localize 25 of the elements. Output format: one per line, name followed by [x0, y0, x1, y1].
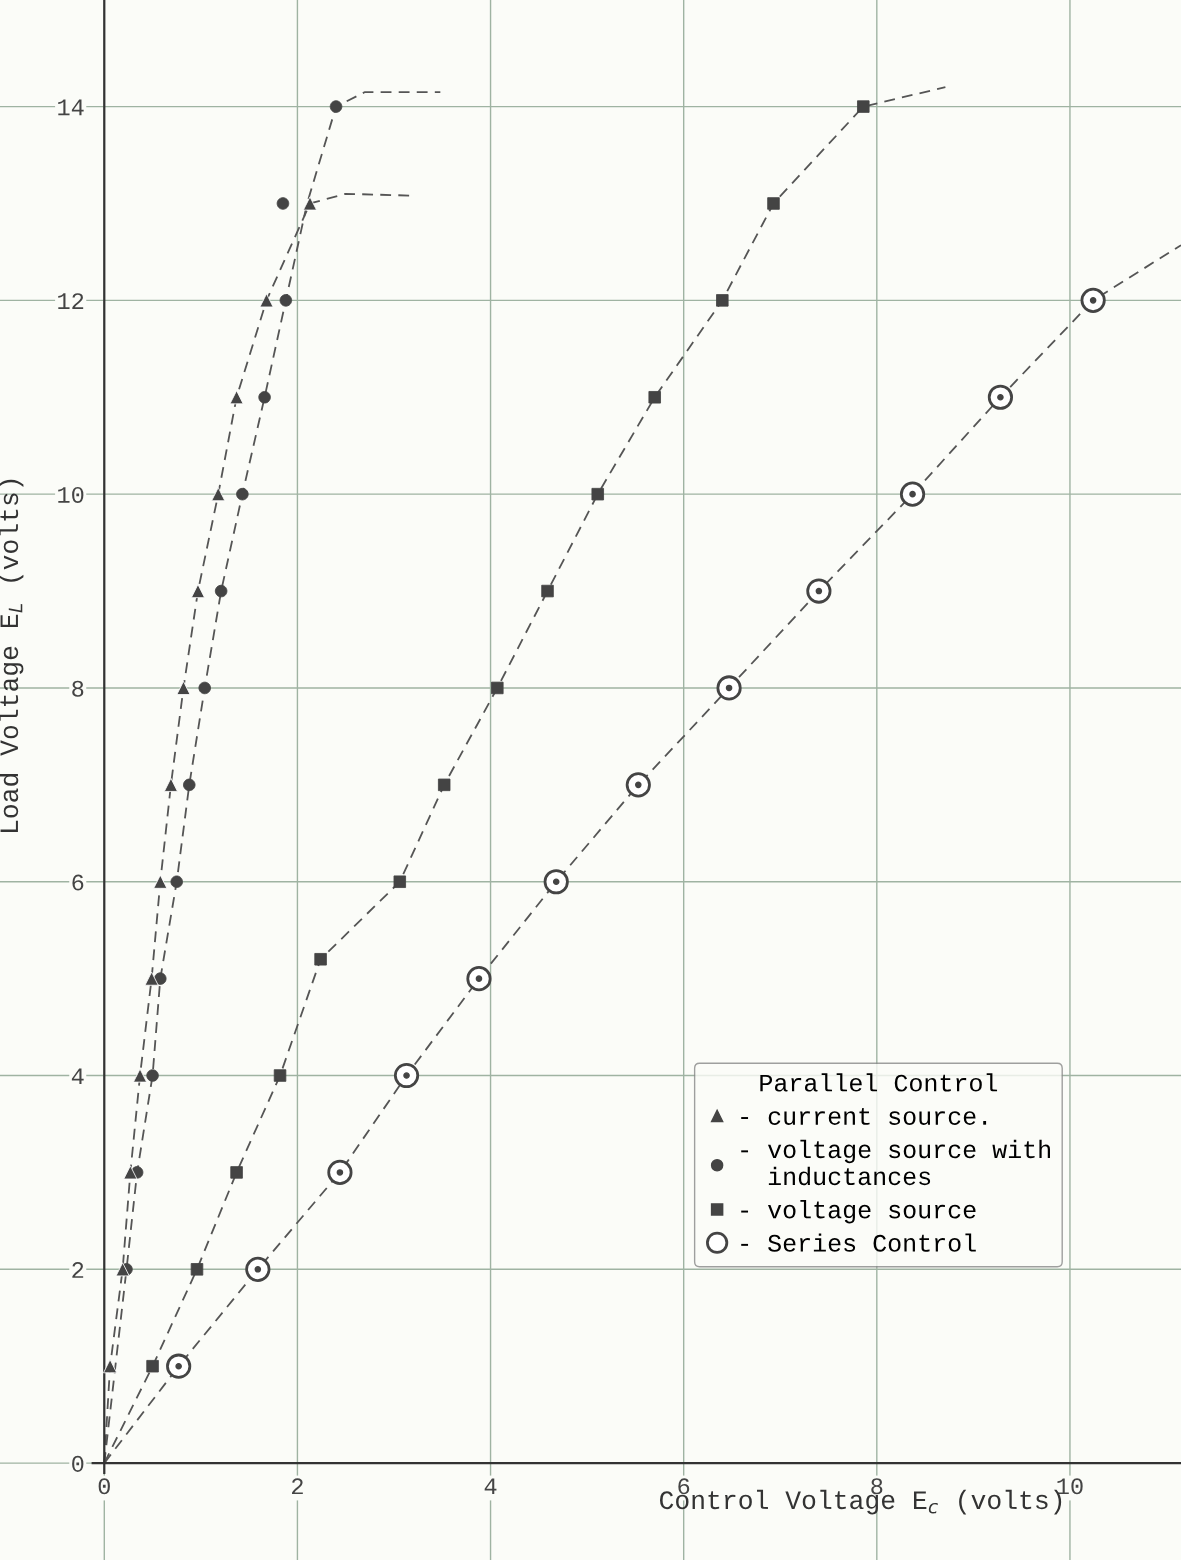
- legend-label: - voltage source with inductances: [741, 1139, 1050, 1186]
- legend-label: - current source.: [741, 1108, 987, 1125]
- y-tick-label: 12: [58, 293, 84, 309]
- y-tick-label: 6: [72, 874, 84, 891]
- point: [987, 384, 1014, 410]
- point: [625, 772, 651, 798]
- legend-title: Parallel Control: [760, 1073, 998, 1092]
- point: [327, 1159, 353, 1186]
- point: [543, 869, 569, 895]
- y-tick-label: 10: [58, 486, 84, 503]
- point: [466, 966, 492, 992]
- legend-label: - voltage source: [741, 1200, 976, 1224]
- point: [1080, 287, 1106, 313]
- x-tick-label: 0: [98, 1478, 110, 1495]
- point: [806, 578, 832, 604]
- x-tick-label: 4: [484, 1478, 497, 1495]
- point: [166, 1353, 192, 1379]
- point: [393, 875, 407, 888]
- legend-label: - Series Control: [741, 1233, 976, 1252]
- x-tick-label: 2: [292, 1478, 303, 1495]
- y-tick-label: 14: [58, 99, 84, 116]
- y-tick-label: 2: [72, 1262, 84, 1278]
- y-tick-label: 0: [72, 1455, 84, 1472]
- y-tick-label: 4: [71, 1068, 84, 1085]
- y-tick-label: 8: [72, 680, 84, 697]
